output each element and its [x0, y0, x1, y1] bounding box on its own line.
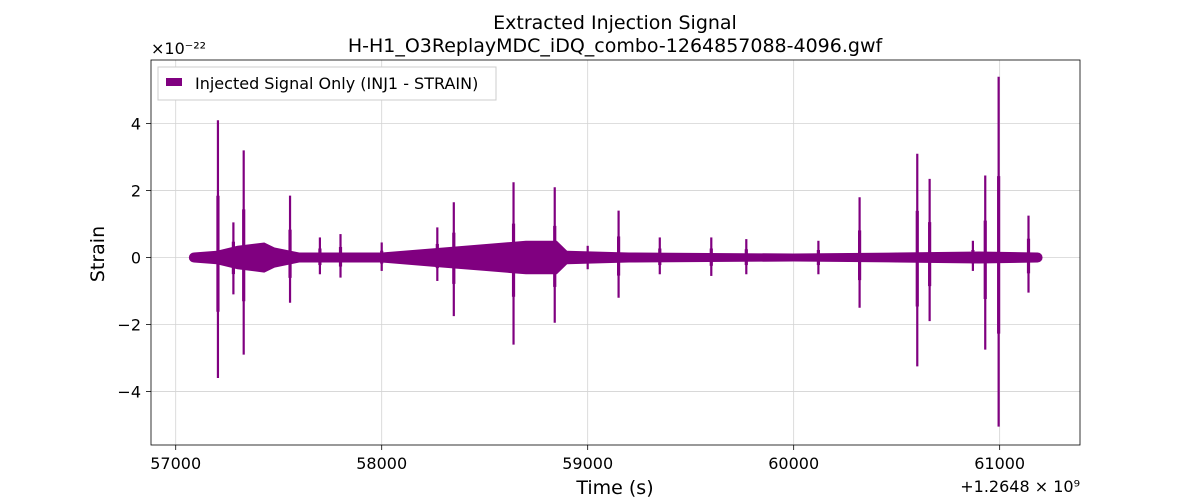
legend-entry-label: Injected Signal Only (INJ1 - STRAIN) [195, 74, 478, 93]
legend-box [157, 66, 497, 101]
x-tick-label: 60000 [768, 454, 819, 473]
x-tick-label: 58000 [356, 454, 407, 473]
x-axis-label: Time (s) [575, 477, 653, 499]
y-tick-label: −4 [117, 382, 141, 401]
y-tick-label: 2 [131, 182, 141, 201]
legend: Injected Signal Only (INJ1 - STRAIN) [157, 66, 497, 101]
y-tick-label: −2 [117, 315, 141, 334]
x-tick-label: 59000 [562, 454, 613, 473]
y-scale-label: ×10⁻²² [151, 39, 206, 58]
x-tick-label: 57000 [150, 454, 201, 473]
legend-swatch [166, 78, 182, 86]
plot-frame [150, 59, 1081, 446]
y-axis-label: Strain [87, 226, 109, 282]
y-tick-label: 4 [131, 115, 141, 134]
y-tick-label: 0 [131, 249, 141, 268]
x-tick-label: 61000 [974, 454, 1025, 473]
chart-subtitle: H-H1_O3ReplayMDC_iDQ_combo-1264857088-40… [348, 35, 884, 57]
ticks: 57000 58000 59000 60000 61000 −4 −2 0 2 4 [117, 115, 1025, 473]
series-injected-signal [188, 76, 1043, 427]
x-offset-label: +1.2648 × 10⁹ [960, 477, 1080, 496]
chart-title: Extracted Injection Signal [493, 12, 737, 34]
